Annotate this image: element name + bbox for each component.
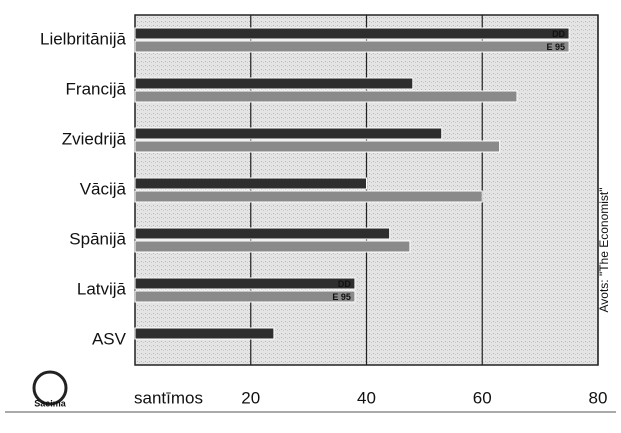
series-label: DD bbox=[338, 279, 351, 289]
y-tick-label: Francijā bbox=[66, 79, 127, 98]
bar bbox=[134, 190, 483, 203]
series-label: E 95 bbox=[332, 292, 351, 302]
y-tick-label: Zviedrijā bbox=[62, 129, 127, 148]
bar bbox=[134, 77, 414, 90]
bar bbox=[134, 90, 518, 103]
logo-text: Saeima bbox=[34, 398, 67, 408]
bar bbox=[134, 140, 501, 153]
series-label: E 95 bbox=[547, 42, 566, 52]
bar bbox=[134, 27, 570, 40]
y-tick-label: Spānijā bbox=[69, 229, 126, 248]
bar bbox=[134, 327, 275, 340]
bar bbox=[134, 127, 443, 140]
logo: Saeima bbox=[32, 370, 68, 408]
y-tick-label: ASV bbox=[92, 329, 127, 348]
source-note: Avots: "The Economist" bbox=[597, 187, 611, 312]
bar bbox=[134, 177, 367, 190]
bar bbox=[134, 40, 570, 53]
series-label: DD bbox=[552, 29, 565, 39]
x-axis-label: santīmos bbox=[134, 388, 203, 407]
y-tick-label: Vācijā bbox=[80, 179, 127, 198]
logo-ring bbox=[32, 370, 68, 406]
bar bbox=[134, 290, 356, 303]
x-tick-label: 20 bbox=[241, 388, 260, 407]
y-tick-label: Latvijā bbox=[77, 279, 127, 298]
bar bbox=[134, 277, 356, 290]
bar bbox=[134, 227, 391, 240]
y-tick-label: Lielbritānijā bbox=[40, 29, 127, 48]
x-tick-label: 80 bbox=[589, 388, 608, 407]
bar bbox=[134, 240, 411, 253]
x-tick-label: 60 bbox=[473, 388, 492, 407]
x-tick-label: 40 bbox=[357, 388, 376, 407]
